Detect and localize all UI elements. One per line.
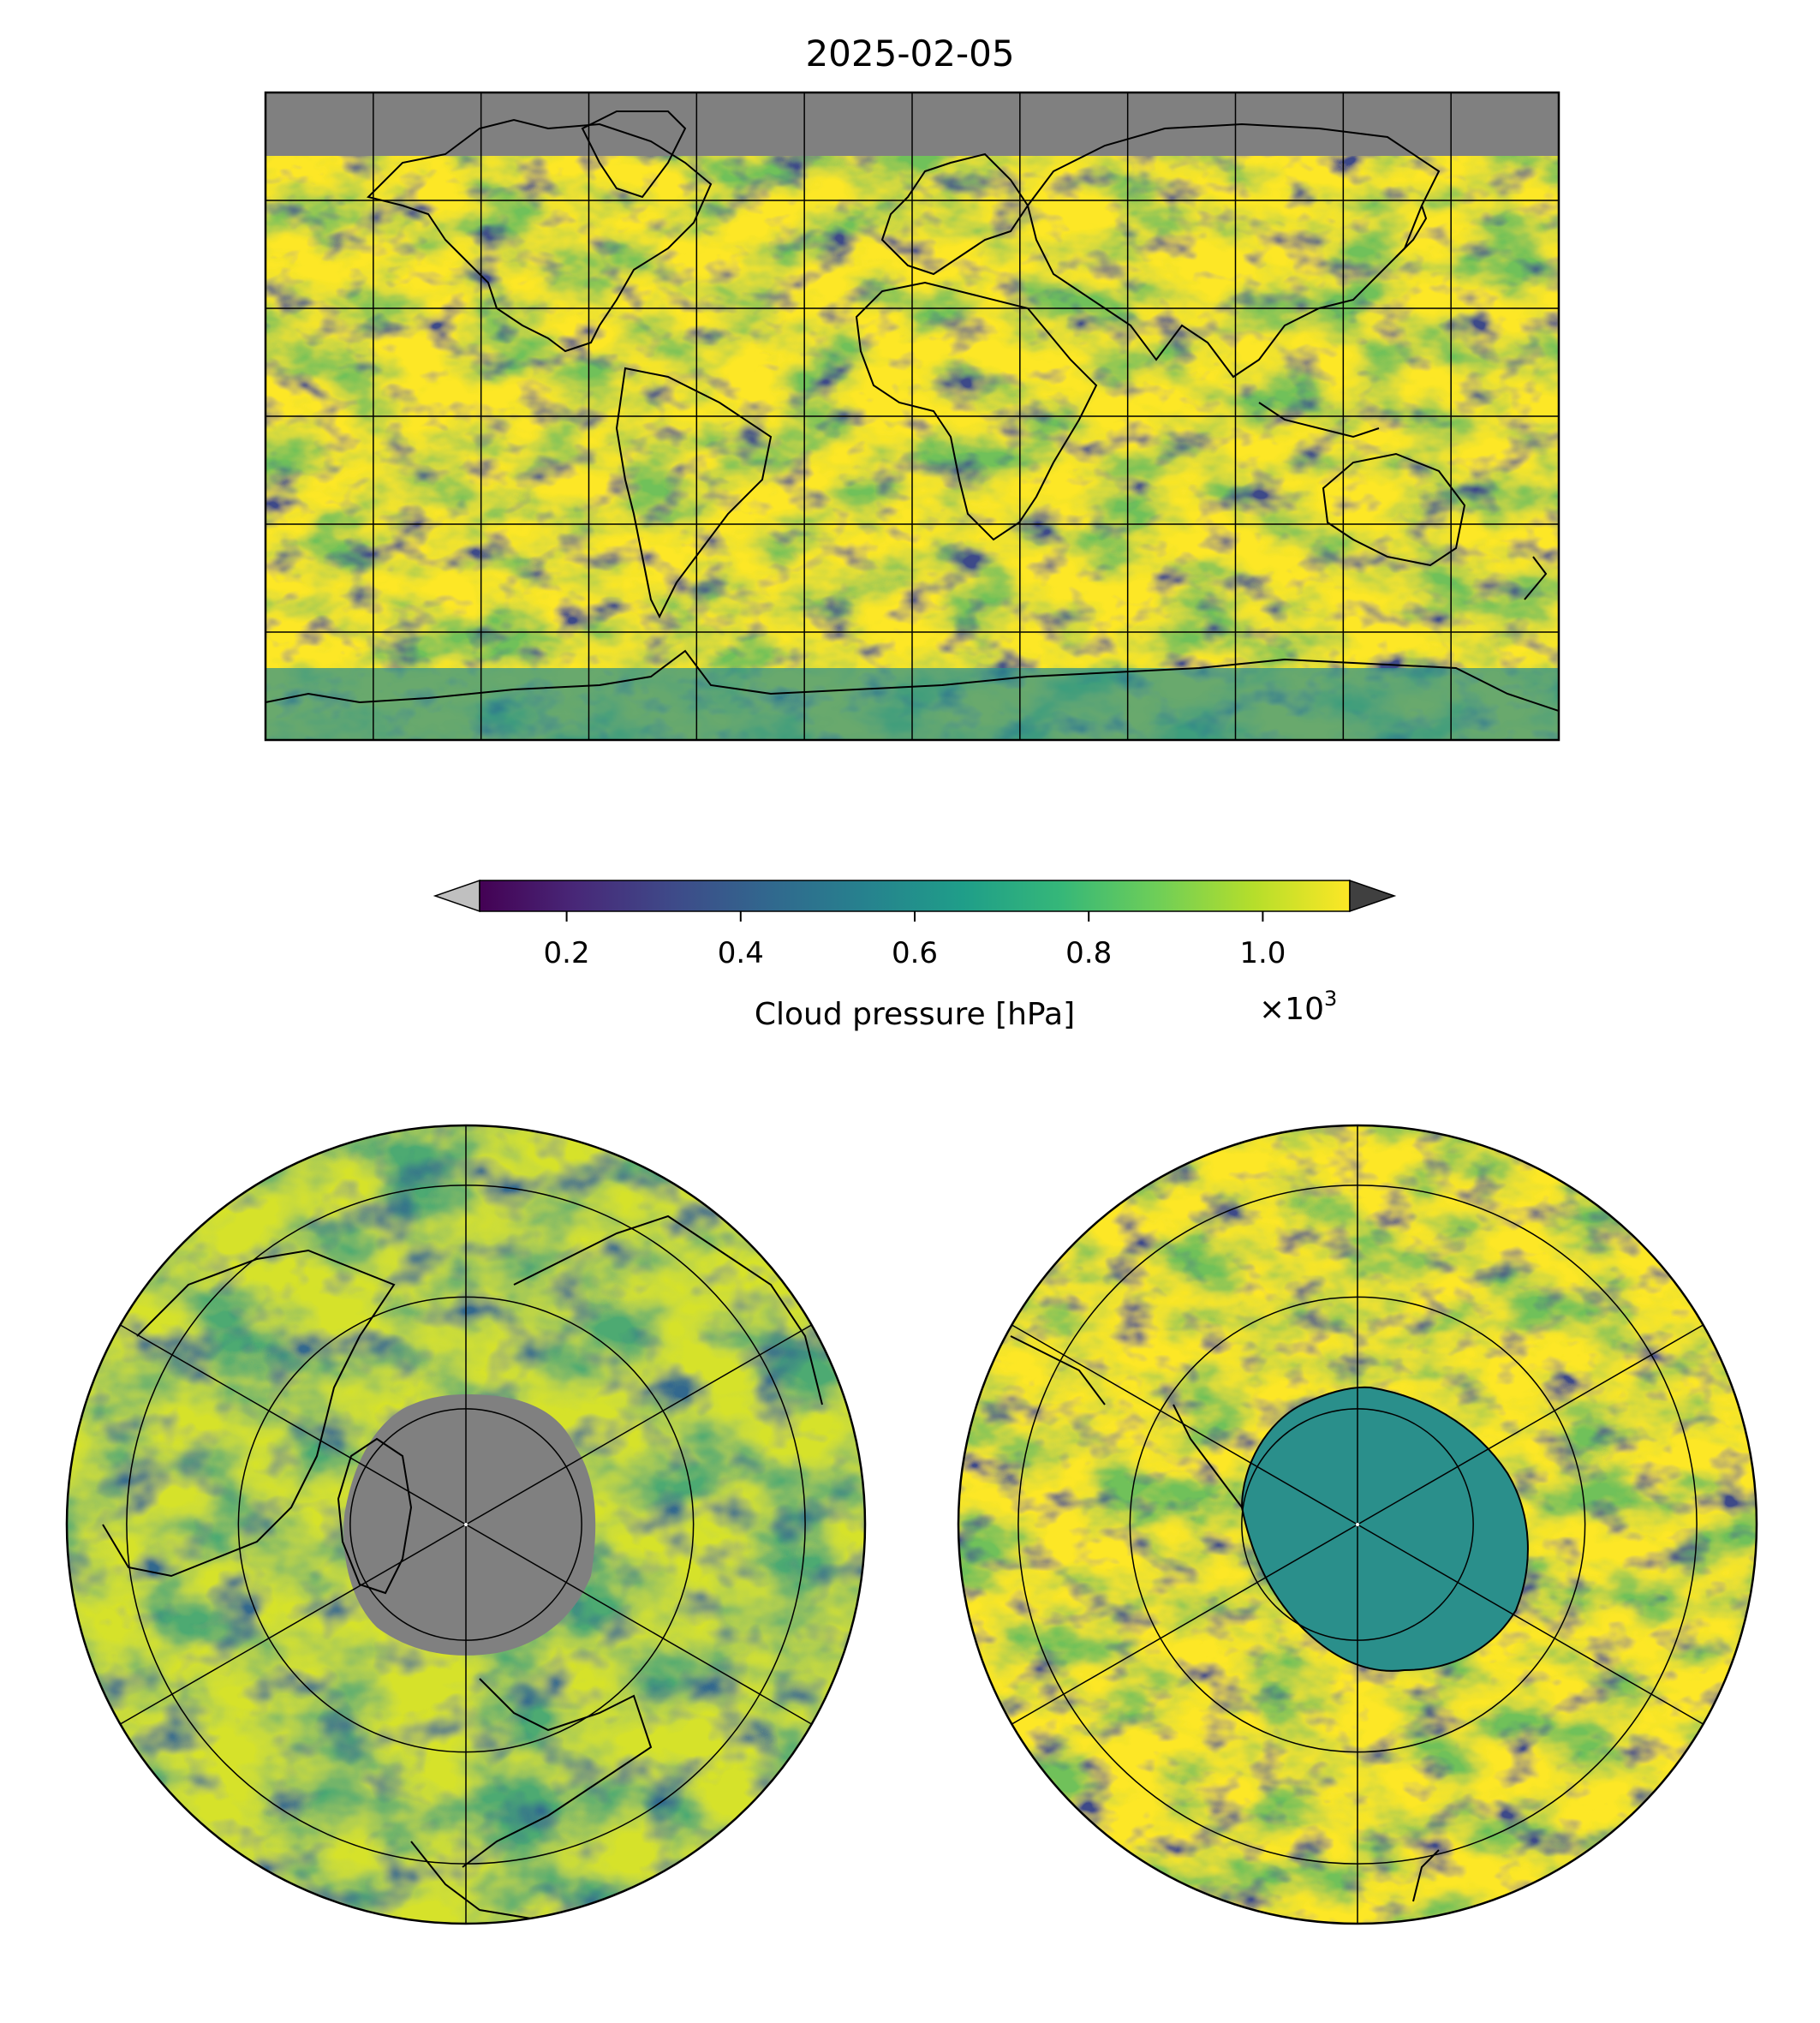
colorbar-multiplier: ×103 — [1259, 987, 1337, 1027]
south-polar-coastlines — [1010, 1335, 1529, 1902]
coastline-indonesia — [1258, 402, 1380, 439]
south-polar-map — [957, 1124, 1758, 1925]
colorbar-over-extension — [1349, 879, 1397, 913]
coastline-new-zealand — [1524, 556, 1548, 600]
coastline-south-america-tip — [1010, 1335, 1106, 1405]
coastline-greenland — [581, 110, 687, 199]
figure-title: 2025-02-05 — [805, 33, 1015, 75]
north-polar-missing-data — [343, 1394, 596, 1656]
colorbar-tick-label: 0.4 — [718, 936, 764, 970]
coastline-africa — [855, 281, 1098, 541]
coastline-australia — [1322, 452, 1466, 567]
coastline-eurasia — [513, 1214, 823, 1405]
coastline-europe — [880, 152, 1029, 276]
colorbar: 0.2 0.4 0.6 0.8 1.0 Cloud pressure [hPa] ×10… — [433, 879, 1397, 1032]
coastline-europe-south — [410, 1841, 532, 1919]
antarctica-cloud-field — [1242, 1387, 1528, 1671]
pole-marker — [464, 1523, 468, 1526]
colorbar-tick-label: 1.0 — [1239, 936, 1286, 970]
coastline-antarctic-peninsula — [1173, 1404, 1243, 1508]
global-map — [264, 91, 1560, 742]
global-gridlines — [265, 92, 1560, 740]
colorbar-gradient — [479, 880, 1351, 912]
south-polar-frame — [957, 1124, 1758, 1925]
colorbar-tick-label: 0.6 — [892, 936, 938, 970]
north-polar-coastlines — [102, 1214, 823, 1919]
coastline-scandinavia — [462, 1678, 653, 1868]
coastline-japan — [1395, 205, 1428, 258]
coastline-antarctica — [1240, 1386, 1529, 1672]
south-polar-gridlines — [1011, 1125, 1704, 1924]
north-polar-frame — [65, 1124, 867, 1925]
colorbar-under-extension — [433, 879, 480, 913]
pole-marker — [1356, 1523, 1359, 1526]
coastline-north-america — [367, 118, 713, 353]
north-polar-map — [65, 1124, 867, 1925]
north-polar-gridlines — [120, 1125, 812, 1924]
colorbar-ticks: 0.2 0.4 0.6 0.8 1.0 — [544, 911, 1286, 970]
coastline-greenland — [337, 1437, 413, 1595]
colorbar-tick-label: 0.8 — [1065, 936, 1112, 970]
colorbar-label: Cloud pressure [hPa] — [755, 997, 1075, 1032]
coastline-south-america — [615, 367, 773, 619]
coastline-antarctica — [266, 649, 1559, 712]
coastline-north-america — [102, 1249, 396, 1578]
global-map-frame — [264, 91, 1560, 742]
colorbar-tick-label: 0.2 — [544, 936, 590, 970]
